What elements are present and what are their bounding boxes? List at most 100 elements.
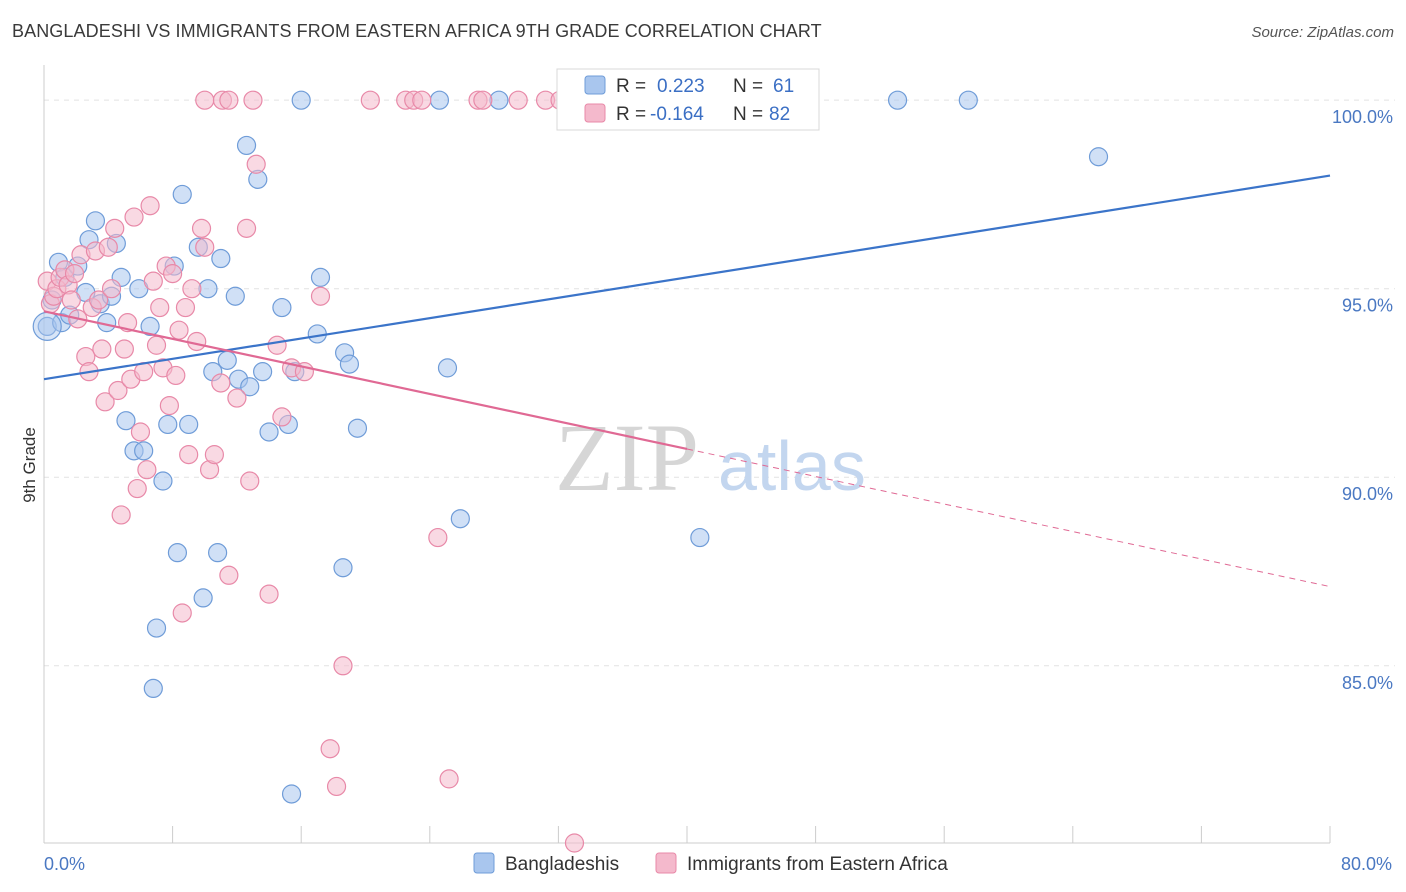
bangladeshi-point[interactable]: [240, 377, 260, 397]
eastern-africa-point[interactable]: [219, 565, 239, 585]
eastern-africa-point[interactable]: [259, 584, 279, 604]
bangladeshi-point[interactable]: [143, 678, 163, 699]
eastern-africa-point[interactable]: [333, 656, 353, 676]
eastern-africa-point[interactable]: [146, 335, 167, 355]
eastern-africa-point[interactable]: [105, 218, 125, 238]
bangladeshi-point[interactable]: [140, 316, 160, 337]
eastern-africa-point[interactable]: [124, 207, 144, 227]
eastern-africa-point[interactable]: [114, 339, 134, 359]
bangladeshi-point[interactable]: [85, 211, 106, 231]
bangladeshi-point[interactable]: [690, 527, 710, 548]
eastern-africa-point[interactable]: [508, 90, 528, 110]
bangladeshi-point[interactable]: [259, 422, 279, 442]
eastern-africa-point[interactable]: [89, 290, 109, 310]
eastern-africa-point[interactable]: [169, 320, 189, 340]
eastern-africa-point[interactable]: [219, 90, 239, 110]
eastern-africa-point[interactable]: [473, 90, 493, 110]
bangladeshi-point[interactable]: [167, 543, 188, 563]
eastern-africa-point[interactable]: [240, 471, 260, 491]
eastern-africa-point[interactable]: [227, 388, 247, 408]
eastern-africa-point[interactable]: [187, 331, 207, 352]
eastern-africa-point[interactable]: [326, 776, 347, 797]
eastern-africa-point[interactable]: [243, 90, 263, 110]
eastern-africa-point[interactable]: [101, 279, 122, 299]
bangladeshi-point[interactable]: [272, 297, 292, 318]
bangladeshi-point[interactable]: [208, 543, 228, 563]
eastern-africa-point[interactable]: [211, 373, 231, 393]
eastern-africa-point[interactable]: [428, 527, 448, 548]
bangladeshi-point[interactable]: [253, 362, 273, 382]
eastern-africa-point[interactable]: [143, 271, 163, 291]
stats-legend-swatch-blue: [584, 75, 606, 95]
bangladeshi-point[interactable]: [450, 509, 470, 529]
bangladeshi-point[interactable]: [958, 90, 978, 110]
eastern-africa-point[interactable]: [272, 407, 292, 427]
bangladeshi-point[interactable]: [179, 414, 199, 435]
eastern-africa-point[interactable]: [267, 335, 287, 355]
eastern-africa-point[interactable]: [111, 505, 131, 525]
eastern-africa-point[interactable]: [92, 339, 112, 359]
bangladeshi-point[interactable]: [32, 311, 62, 342]
bangladeshi-point[interactable]: [116, 411, 136, 431]
eastern-africa-point[interactable]: [166, 365, 186, 386]
eastern-africa-point[interactable]: [179, 445, 199, 465]
eastern-africa-point[interactable]: [236, 218, 257, 238]
bangladeshi-point[interactable]: [339, 354, 360, 374]
bangladeshi-point[interactable]: [198, 279, 218, 299]
eastern-africa-point[interactable]: [310, 286, 331, 306]
eastern-africa-point[interactable]: [98, 237, 118, 257]
bangladeshi-point[interactable]: [1088, 147, 1109, 167]
bangladeshi-point[interactable]: [146, 618, 167, 638]
eastern-africa-point[interactable]: [195, 237, 215, 257]
eastern-africa-point[interactable]: [64, 264, 85, 284]
eastern-africa-point[interactable]: [172, 603, 192, 623]
bangladeshi-point[interactable]: [217, 350, 237, 370]
bangladeshi-point[interactable]: [281, 784, 302, 804]
bangladeshi-point[interactable]: [333, 558, 353, 578]
eastern-africa-point[interactable]: [150, 297, 170, 318]
eastern-africa-point[interactable]: [204, 445, 224, 465]
bangladeshi-point[interactable]: [437, 358, 458, 378]
eastern-africa-point[interactable]: [360, 90, 380, 110]
bangladeshi-point[interactable]: [429, 90, 450, 110]
eastern-africa-point[interactable]: [140, 196, 160, 216]
bangladeshi-point[interactable]: [153, 471, 173, 491]
stats-n-label-2: N =: [733, 104, 763, 125]
x-tick-label: 0.0%: [44, 854, 85, 874]
eastern-africa-point[interactable]: [195, 90, 215, 110]
bangladeshi-point[interactable]: [158, 414, 178, 435]
bangladeshi-point[interactable]: [193, 588, 213, 608]
bangladeshi-point[interactable]: [211, 248, 231, 269]
eastern-africa-point[interactable]: [439, 769, 459, 789]
bangladeshi-point[interactable]: [236, 135, 257, 156]
trend-line-bangladeshis: [43, 174, 1331, 381]
eastern-africa-point[interactable]: [175, 297, 196, 318]
bangladeshi-point[interactable]: [489, 90, 509, 110]
eastern-africa-point[interactable]: [564, 833, 585, 853]
eastern-africa-point[interactable]: [61, 290, 81, 310]
bangladeshi-point[interactable]: [172, 184, 192, 205]
bangladeshi-point[interactable]: [134, 441, 154, 461]
eastern-africa-point[interactable]: [163, 264, 183, 284]
eastern-africa-point[interactable]: [127, 478, 147, 499]
bottom-legend: Bangladeshis Immigrants from Eastern Afr…: [473, 852, 948, 875]
eastern-africa-point[interactable]: [246, 154, 266, 174]
eastern-africa-point[interactable]: [191, 218, 212, 238]
tick-labels: 100.0% 95.0% 90.0% 85.0% 0.0% 80.0%: [44, 107, 1393, 874]
data-points: [32, 90, 1109, 853]
stats-r-label-2: R =: [616, 104, 646, 125]
trend-lines: [43, 174, 1331, 588]
bangladeshi-point[interactable]: [291, 90, 311, 110]
eastern-africa-point[interactable]: [95, 392, 115, 412]
eastern-africa-point[interactable]: [159, 395, 179, 416]
eastern-africa-point[interactable]: [108, 380, 128, 401]
bangladeshi-point[interactable]: [310, 267, 331, 287]
eastern-africa-point[interactable]: [182, 279, 202, 299]
bangladeshi-point[interactable]: [225, 286, 245, 306]
eastern-africa-point[interactable]: [130, 422, 151, 442]
eastern-africa-point[interactable]: [137, 460, 157, 480]
eastern-africa-point[interactable]: [320, 739, 340, 759]
eastern-africa-point[interactable]: [412, 90, 432, 110]
bangladeshi-point[interactable]: [347, 418, 368, 438]
bangladeshi-point[interactable]: [887, 90, 908, 110]
